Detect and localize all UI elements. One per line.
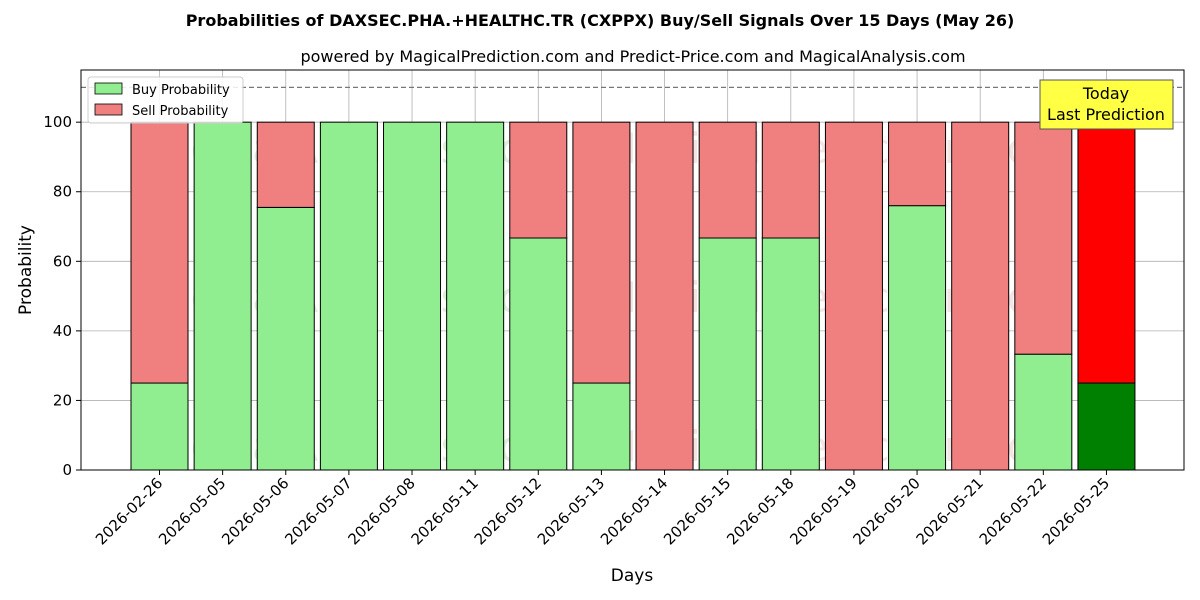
x-tick-label: 2026-05-21 (913, 474, 987, 548)
today-annotation-line1: Today (1082, 84, 1129, 103)
x-tick-label: 2026-05-07 (281, 474, 355, 548)
bar-sell (256, 121, 315, 208)
today-annotation-line2: Last Prediction (1047, 105, 1165, 124)
today-annotation: Today Last Prediction (1039, 79, 1174, 130)
bar-buy (193, 121, 252, 471)
legend-label-sell: Sell Probability (132, 104, 229, 119)
bar-buy (1077, 382, 1136, 471)
bar-buy (446, 121, 505, 471)
x-tick-label: 2026-05-05 (155, 474, 229, 548)
y-tick-label: 0 (62, 461, 72, 479)
x-axis-ticks: 2026-02-262026-05-052026-05-062026-05-07… (92, 470, 1113, 548)
y-axis-label: Probability (16, 225, 36, 315)
legend: Buy Probability Sell Probability (87, 76, 244, 124)
x-axis-label: Days (611, 566, 654, 586)
y-tick-label: 80 (53, 183, 72, 201)
bar-buy (383, 121, 442, 471)
bar-buy (761, 237, 820, 471)
bar-buy (319, 121, 378, 471)
x-tick-label: 2026-05-12 (471, 474, 545, 548)
bar-sell (509, 121, 568, 239)
y-tick-label: 100 (43, 113, 72, 131)
bar-sell (572, 121, 631, 384)
y-axis-ticks: 0 20 40 60 80 100 (43, 113, 81, 479)
x-tick-label: 2026-05-14 (597, 474, 671, 548)
bar-sell (130, 121, 189, 384)
bar-layer (130, 121, 1136, 471)
bar-sell (824, 121, 883, 471)
bar-sell (635, 121, 694, 471)
bar-sell (951, 121, 1010, 471)
bar-buy (698, 237, 757, 471)
bar-sell (888, 121, 947, 207)
chart-title: Probabilities of DAXSEC.PHA.+HEALTHC.TR … (186, 11, 1015, 30)
x-tick-label: 2026-05-06 (218, 474, 292, 548)
x-tick-label: 2026-05-08 (344, 474, 418, 548)
bar-sell (698, 121, 757, 239)
legend-label-buy: Buy Probability (132, 83, 230, 98)
bar-buy (256, 206, 315, 471)
x-tick-label: 2026-05-18 (723, 474, 797, 548)
x-tick-label: 2026-05-11 (408, 474, 482, 548)
bar-sell (761, 121, 820, 239)
y-tick-label: 40 (53, 322, 72, 340)
x-tick-label: 2026-05-22 (976, 474, 1050, 548)
bar-buy (1014, 353, 1073, 471)
today-annotation-box (1039, 79, 1174, 130)
bar-buy (509, 237, 568, 471)
x-tick-label: 2026-05-25 (1039, 474, 1113, 548)
x-tick-label: 2026-02-26 (92, 474, 166, 548)
legend-swatch-buy (94, 82, 123, 95)
plot-frame (80, 69, 1185, 471)
y-tick-label: 20 (53, 391, 72, 409)
y-tick-label: 60 (53, 252, 72, 270)
x-tick-label: 2026-05-13 (534, 474, 608, 548)
x-tick-label: 2026-05-20 (850, 474, 924, 548)
bar-buy (888, 205, 947, 471)
x-tick-label: 2026-05-15 (660, 474, 734, 548)
bar-sell (1014, 121, 1073, 355)
bar-buy (572, 382, 631, 471)
bar-buy (130, 382, 189, 471)
x-tick-label: 2026-05-19 (786, 474, 860, 548)
legend-swatch-sell (94, 103, 123, 116)
chart-subtitle: powered by MagicalPrediction.com and Pre… (300, 47, 965, 66)
bar-sell (1077, 121, 1136, 384)
legend-box (87, 76, 244, 124)
